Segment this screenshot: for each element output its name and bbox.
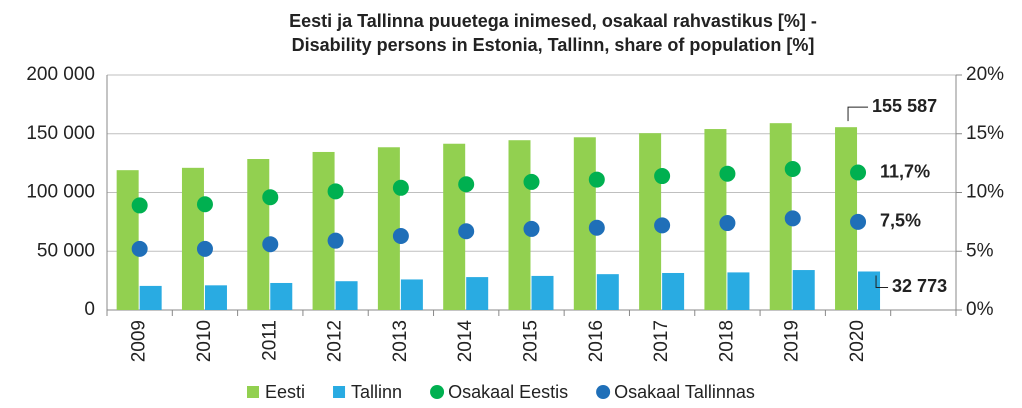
- bar: [858, 271, 881, 310]
- x-tick-label: 2009: [129, 320, 150, 362]
- bar: [400, 279, 423, 310]
- dot: [850, 164, 867, 181]
- y-tick-label: 100 000: [26, 182, 95, 203]
- dot: [131, 197, 148, 214]
- y2-tick-label: 10%: [966, 182, 1004, 203]
- bar: [247, 159, 270, 310]
- chart-subtitle: Disability persons in Estonia, Tallinn, …: [292, 35, 815, 55]
- leader: [875, 275, 889, 288]
- value-label: 7,5%: [880, 211, 921, 231]
- dot: [327, 232, 344, 249]
- bar: [116, 170, 139, 310]
- dot: [654, 217, 671, 234]
- dot: [327, 183, 344, 200]
- y2-tick-label: 0%: [966, 299, 994, 320]
- y2-tick-label: 5%: [966, 240, 994, 261]
- x-tick-label: 2012: [325, 320, 346, 362]
- legend-label: Osakaal Eestis: [448, 382, 568, 402]
- dot: [784, 210, 801, 227]
- legend-swatch: [247, 386, 259, 398]
- bar: [335, 281, 358, 310]
- dot: [196, 240, 213, 257]
- bar: [312, 151, 335, 310]
- bar: [139, 285, 162, 310]
- legend-swatch: [596, 385, 611, 399]
- y-tick-label: 50 000: [37, 240, 95, 261]
- value-label: 32 773: [892, 276, 947, 296]
- dot: [654, 168, 671, 185]
- x-tick-label: 2018: [716, 320, 737, 362]
- y-tick-label: 200 000: [26, 64, 95, 85]
- legend-swatch: [430, 385, 445, 399]
- dot: [523, 220, 540, 237]
- bar: [596, 274, 619, 310]
- legend-label: Eesti: [265, 382, 305, 402]
- bar: [270, 282, 293, 310]
- dot: [850, 213, 867, 230]
- y2-tick-label: 15%: [966, 123, 1004, 144]
- bar: [531, 275, 554, 310]
- x-tick-label: 2017: [651, 320, 672, 362]
- dot: [262, 236, 279, 253]
- dot: [588, 171, 605, 188]
- legend-label: Tallinn: [351, 382, 402, 402]
- bar: [377, 147, 400, 310]
- dot: [523, 173, 540, 190]
- leader: [847, 106, 869, 122]
- dot: [458, 176, 475, 193]
- bar: [181, 167, 204, 310]
- value-label: 155 587: [872, 96, 937, 116]
- dot: [392, 227, 409, 244]
- x-tick-label: 2010: [194, 320, 215, 362]
- dot: [458, 223, 475, 240]
- x-tick-label: 2020: [847, 320, 868, 362]
- bar: [466, 277, 489, 310]
- dot: [262, 189, 279, 206]
- value-label: 11,7%: [880, 161, 930, 181]
- x-tick-label: 2014: [455, 320, 476, 363]
- bar: [204, 285, 227, 310]
- dot: [392, 179, 409, 196]
- dot: [719, 165, 736, 182]
- dot: [196, 196, 213, 213]
- x-tick-label: 2016: [586, 320, 607, 362]
- bar: [792, 270, 815, 310]
- dot: [131, 240, 148, 257]
- y-tick-label: 0: [84, 299, 95, 320]
- x-tick-label: 2011: [259, 320, 280, 361]
- dot: [784, 161, 801, 177]
- bar: [727, 272, 750, 310]
- x-tick-label: 2013: [390, 320, 411, 362]
- y-tick-label: 150 000: [26, 123, 95, 144]
- dot: [588, 219, 605, 236]
- chart-title: Eesti ja Tallinna puuetega inimesed, osa…: [289, 11, 817, 31]
- legend-label: Osakaal Tallinnas: [614, 382, 755, 402]
- dot: [719, 215, 736, 232]
- x-tick-label: 2019: [782, 320, 803, 362]
- legend-swatch: [333, 386, 346, 398]
- bar: [662, 272, 685, 310]
- x-tick-label: 2015: [521, 320, 542, 362]
- y2-tick-label: 20%: [966, 64, 1004, 85]
